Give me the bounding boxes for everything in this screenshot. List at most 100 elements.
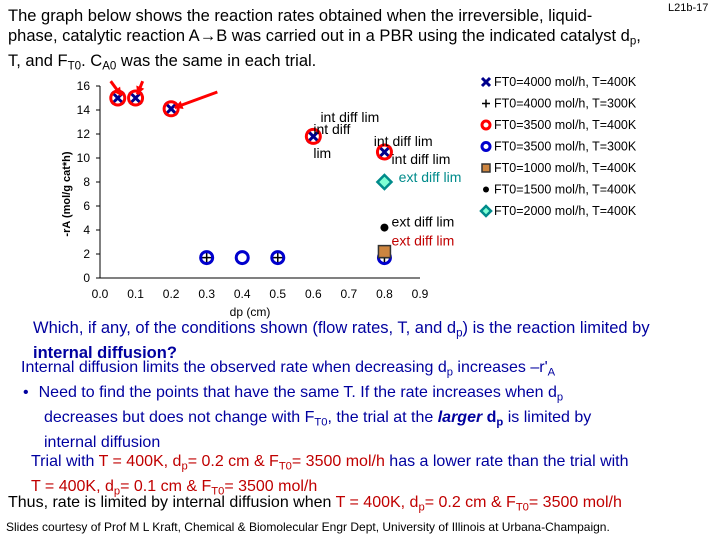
x-tick-label: 0.7 (341, 287, 358, 301)
y-tick-label: 16 (77, 79, 91, 93)
explain-line1-end: increases –r' (452, 359, 548, 376)
conclusion-text: Thus, rate is limited by internal diffus… (8, 494, 622, 513)
legend-label: FT0=1000 mol/h, T=400K (494, 161, 637, 175)
legend-marker (483, 186, 489, 193)
explain-line3c: is limited by (503, 408, 592, 426)
y-tick-label: 2 (83, 247, 90, 261)
explain-line6: T = 400K, dp= 0.1 cm & FT0= 3500 mol/h (21, 477, 711, 502)
intro-text: The graph below shows the reaction rates… (8, 6, 713, 77)
explain-line2-text: Need to find the points that have the sa… (38, 383, 557, 401)
y-axis-label: -rA (mol/g cat*h) (61, 151, 73, 236)
x-tick-label: 0.2 (163, 287, 180, 301)
x-tick-label: 0.5 (269, 287, 286, 301)
x-tick-label: 0.9 (412, 287, 429, 301)
intro-line2: phase, catalytic reaction A→B was carrie… (8, 27, 630, 45)
data-point (375, 143, 393, 161)
explain-line3-italic: larger (437, 408, 483, 426)
intro-line3-sub1: T0 (67, 60, 82, 73)
credits-footer: Slides courtesy of Prof M L Kraft, Chemi… (6, 520, 610, 534)
chart-axes (96, 85, 420, 279)
question-text: Which, if any, of the conditions shown (… (33, 318, 713, 363)
y-tick-label: 0 (83, 271, 90, 285)
legend-label: FT0=2000 mol/h, T=400K (494, 204, 637, 218)
data-point (271, 251, 284, 264)
explain-line5-sub: p (181, 460, 188, 473)
x-tick-label: 0.8 (376, 287, 393, 301)
data-point (234, 250, 250, 266)
annotation-label: int diff lim (320, 109, 379, 125)
intro-line2-sub: p (629, 35, 637, 48)
explain-line6c: = 3500 mol/h (224, 477, 318, 495)
explain-line4: internal diffusion (44, 433, 161, 451)
question-sub: p (456, 327, 463, 340)
legend-marker (481, 163, 491, 173)
explain-line5c: = 0.2 cm & F (187, 453, 279, 471)
explain-line3a: decreases but does not change with F (44, 408, 315, 426)
annotation-label: ext diff lim (399, 169, 462, 185)
conclusion-d: = 3500 mol/h (528, 494, 622, 511)
data-point (270, 250, 286, 266)
chart-legend: FT0=4000 mol/h, T=400K FT0=4000 mol/h, T=… (479, 75, 637, 218)
data-point (304, 127, 322, 145)
explain-line5e: has a lower rate than the trial with (384, 453, 629, 471)
explain-line5a: Trial with (31, 453, 99, 471)
bullet-glyph: • (23, 383, 29, 401)
annotation-label: int diff lim (374, 133, 433, 149)
legend-marker (479, 204, 493, 218)
data-point (380, 223, 389, 232)
x-axis-label: dp (cm) (230, 305, 271, 319)
annotation-label: ext diff lim (392, 233, 455, 249)
x-tick-labels: 0.0 0.1 0.2 0.3 0.4 0.5 0.6 0.7 0.8 0.9 (92, 287, 429, 301)
question-line2: internal diffusion? (33, 344, 177, 363)
conclusion-a: Thus, rate is limited by internal diffus… (8, 494, 336, 511)
red-arrow-head (174, 100, 184, 109)
intro-line3-sub2: A0 (102, 60, 117, 73)
intro-line2-end: , (636, 27, 641, 45)
explain-bullet-line: • Need to find the points that have the s… (21, 383, 711, 408)
legend-marker (480, 141, 492, 152)
x-tick-label: 0.4 (234, 287, 251, 301)
highlight-arrows (109, 80, 218, 110)
red-arrow-head (113, 86, 122, 96)
explain-line1: Internal diffusion limits the observed r… (21, 358, 711, 383)
x-tick-label: 0.6 (305, 287, 322, 301)
question-line1-end: ) is the reaction limited by (462, 319, 650, 337)
intro-line3a: T, and F (8, 52, 68, 71)
intro-line1: The graph below shows the reaction rates… (8, 7, 593, 25)
explain-line6a: T = 400K, d (31, 477, 114, 495)
data-point (200, 251, 213, 264)
annotation-label: int diff lim (392, 151, 451, 167)
annotation-label: ext diff lim (392, 213, 455, 229)
x-tick-label: 0.1 (127, 287, 144, 301)
conclusion-b-sub: p (418, 501, 425, 514)
y-tick-label: 10 (77, 151, 91, 165)
intro-line3c: was the same in each trial. (116, 52, 317, 71)
data-point (375, 173, 394, 191)
data-point (377, 244, 392, 259)
conclusion-b: T = 400K, d (335, 494, 419, 511)
x-tick-label: 0.0 (92, 287, 109, 301)
explain-line1-text: Internal diffusion limits the observed r… (21, 359, 447, 376)
legend-label: FT0=3500 mol/h, T=300K (494, 140, 637, 154)
data-point (199, 250, 215, 266)
explain-line3-bold: d (482, 408, 497, 426)
explain-line3: decreases but does not change with FT0, … (21, 408, 711, 433)
question-line1: Which, if any, of the conditions shown (… (33, 319, 457, 337)
red-arrow-head (136, 85, 145, 95)
x-tick-label: 0.3 (198, 287, 215, 301)
explanation-text: Internal diffusion limits the observed r… (21, 358, 711, 502)
explain-line5b: T = 400K, d (98, 453, 182, 471)
legend-marker (482, 99, 490, 108)
explain-line5: Trial with T = 400K, dp= 0.2 cm & FT0= 3… (21, 452, 711, 477)
explain-line5d: = 3500 mol/h (291, 453, 385, 471)
intro-line3b: . C (81, 52, 103, 71)
y-tick-label: 12 (77, 127, 91, 141)
y-tick-label: 14 (77, 103, 91, 117)
annotation-label: int diff (313, 121, 350, 137)
explain-line1-sub: p (446, 366, 453, 379)
legend-marker (480, 119, 492, 131)
data-point (127, 89, 145, 107)
explain-line3-sub: T0 (314, 416, 328, 429)
y-tick-labels: 0 2 4 6 8 10 12 14 16 (77, 79, 91, 285)
